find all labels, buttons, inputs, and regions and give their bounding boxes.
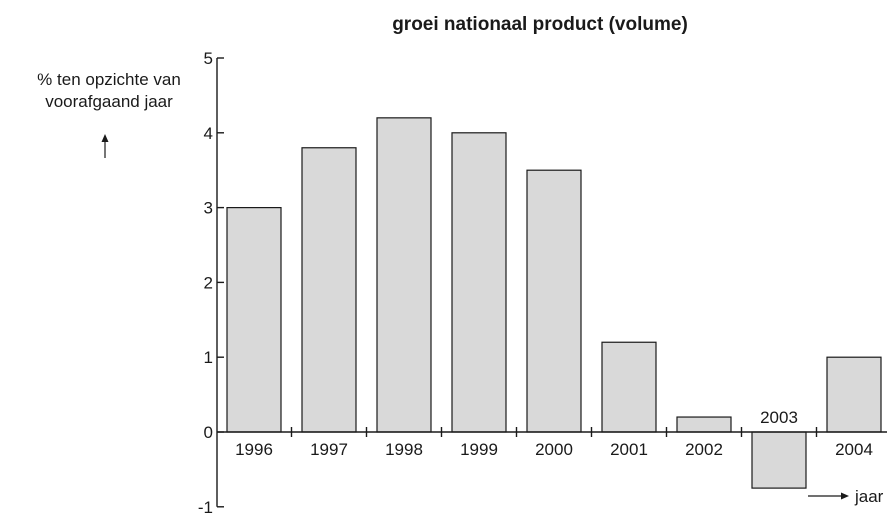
- bar-2002: [677, 417, 731, 432]
- bar-2001: [602, 342, 656, 432]
- y-axis-label-line2: voorafgaand jaar: [45, 92, 173, 111]
- bar-2000: [527, 170, 581, 432]
- bar-2004: [827, 357, 881, 432]
- x-tick-label-2002: 2002: [685, 440, 723, 459]
- y-tick-label-2: 2: [204, 273, 213, 292]
- bar-1999: [452, 133, 506, 432]
- bar-1998: [377, 118, 431, 432]
- x-axis-label: jaar: [854, 487, 884, 506]
- x-axis-label-arrow: [808, 493, 849, 500]
- y-tick-label-3: 3: [204, 199, 213, 218]
- x-tick-label-2001: 2001: [610, 440, 648, 459]
- y-tick-label-5: 5: [204, 49, 213, 68]
- x-tick-label-2000: 2000: [535, 440, 573, 459]
- bar-2003: [752, 432, 806, 488]
- bar-1997: [302, 148, 356, 432]
- y-tick-label-1: 1: [204, 348, 213, 367]
- x-tick-label-2004: 2004: [835, 440, 873, 459]
- y-tick-label-0: 0: [204, 423, 213, 442]
- bar-1996: [227, 208, 281, 432]
- y-tick-label-4: 4: [204, 124, 213, 143]
- y-axis-label-arrow: [102, 134, 109, 158]
- x-tick-label-1996: 1996: [235, 440, 273, 459]
- x-tick-label-1998: 1998: [385, 440, 423, 459]
- x-tick-label-2003: 2003: [760, 408, 798, 427]
- x-tick-label-1997: 1997: [310, 440, 348, 459]
- y-axis-label-line1: % ten opzichte van: [37, 70, 181, 89]
- x-tick-label-1999: 1999: [460, 440, 498, 459]
- y-tick-label--1: -1: [198, 498, 213, 514]
- chart-title: groei nationaal product (volume): [392, 14, 688, 35]
